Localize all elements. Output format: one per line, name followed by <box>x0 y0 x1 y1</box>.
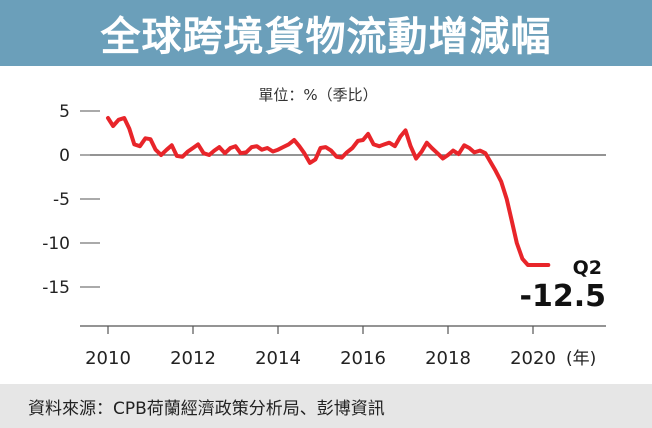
y-tick-label: -15 <box>42 278 70 298</box>
series-line <box>106 116 551 267</box>
x-tick-label: 2012 <box>170 348 216 369</box>
y-tick-label: -10 <box>42 234 70 254</box>
chart-title: 全球跨境貨物流動增減幅 <box>100 14 552 60</box>
end-value-label: -12.5 <box>520 279 606 314</box>
end-period-label: Q2 <box>573 257 602 279</box>
x-unit-label: (年) <box>566 349 596 369</box>
unit-label: 單位：%（季比） <box>258 86 377 104</box>
x-tick-label: 2014 <box>255 348 301 369</box>
y-tick-label: 5 <box>59 102 70 122</box>
y-tick-label: -5 <box>53 190 70 210</box>
x-tick-label: 2018 <box>425 348 471 369</box>
footer: 資料來源：CPB荷蘭經濟政策分析局、彭博資訊 <box>0 384 652 428</box>
title-banner: 全球跨境貨物流動增減幅 <box>0 0 652 66</box>
line-chart: 單位：%（季比） 5 0 -5 -10 -15 2010 2012 2014 2016 2018 20… <box>42 86 606 369</box>
y-tick-label: 0 <box>59 146 70 166</box>
x-tick-label: 2020 <box>510 348 556 369</box>
source-note: 資料來源：CPB荷蘭經濟政策分析局、彭博資訊 <box>28 398 385 419</box>
x-tick-label: 2016 <box>340 348 386 369</box>
chart-area: 單位：%（季比） 5 0 -5 -10 -15 2010 2012 2014 2016 2018 20… <box>0 66 652 384</box>
x-tick-label: 2010 <box>85 348 131 369</box>
